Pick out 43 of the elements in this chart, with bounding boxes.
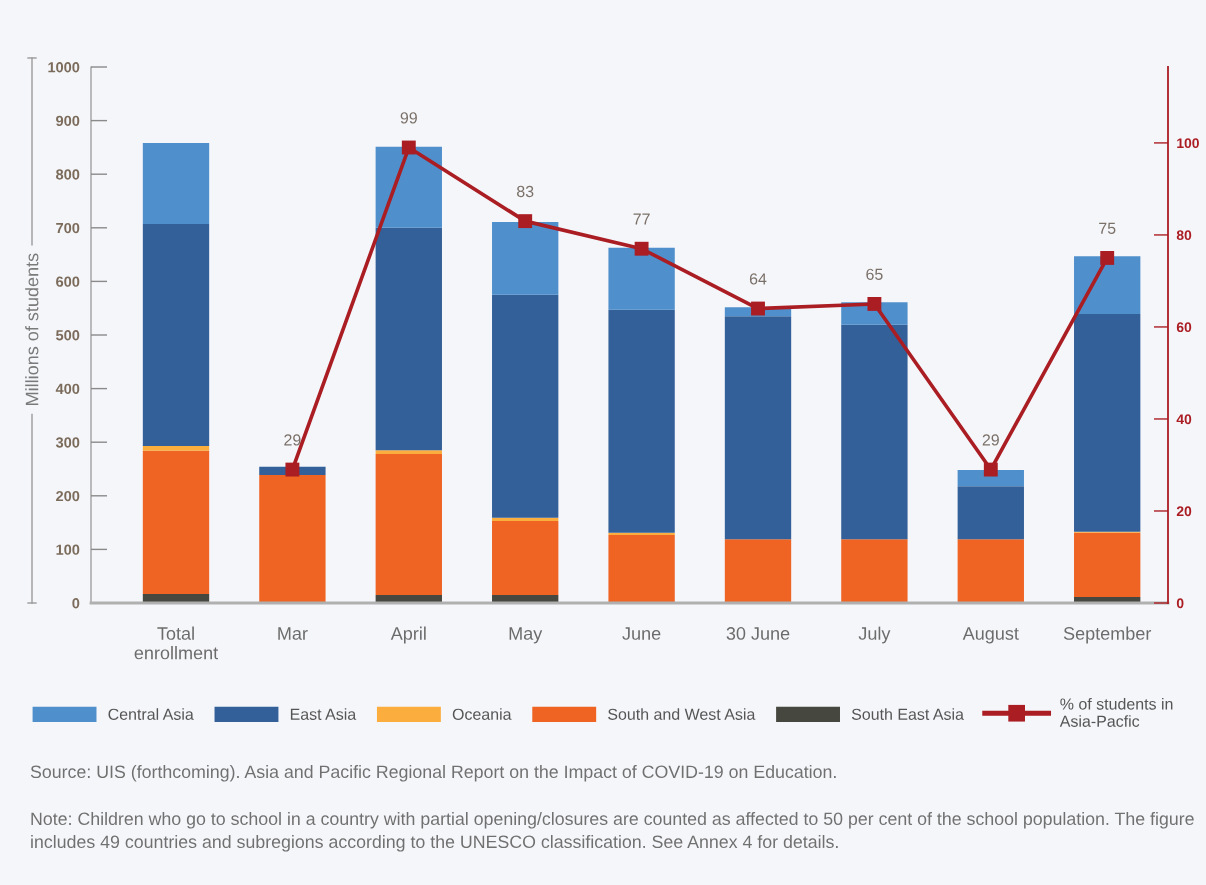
source-note: Source: UIS (forthcoming). Asia and Pacific Regional Report on the Impact of COVID-19 on Education. [30,765,836,782]
legend-label: % of students in Asia-Pacfic [1059,697,1173,727]
y2-tick-label: 100 [1177,138,1199,149]
legend-label: Oceania [452,708,512,720]
y-tick-label: 300 [55,437,80,448]
data-label: 99 [400,112,417,124]
data-label: 65 [866,268,883,280]
legend-label: South and West Asia [608,708,756,720]
y-tick-label: 200 [56,490,80,502]
y-tick-label: 500 [56,330,80,341]
y-tick-label: 800 [56,169,80,180]
y2-tick-label: 80 [1176,230,1192,241]
y2-tick-label: 40 [1176,414,1192,425]
data-label: 75 [1099,222,1116,234]
legend-label: Central Asia [108,708,194,720]
legend-label: South East Asia [851,708,964,720]
y-tick-label: 0 [72,598,80,609]
data-label: 77 [633,213,650,225]
y-tick-label: 400 [55,383,80,395]
data-label: 29 [982,434,999,446]
y2-tick-label: 20 [1176,506,1192,517]
x-tick-label: July [858,626,891,644]
x-tick-label: August [962,627,1019,644]
y-tick-label: 600 [56,276,80,287]
y2-tick-label: 60 [1176,322,1192,333]
x-tick-label: Total enrollment [134,626,219,660]
x-tick-label: May [509,627,543,644]
data-label: 64 [749,273,767,285]
y-tick-label: 900 [56,115,80,127]
y-axis-title: Millions of students [25,253,39,405]
data-label: 29 [284,434,301,446]
x-tick-label: Mar [278,627,308,640]
y-tick-label: 1000 [48,62,80,73]
y-tick-label: 100 [56,544,80,555]
y-tick-label: 700 [56,222,80,234]
text: Note: Children who go to school in a country with partial opening/closures are counted as affected to 50 per cent of the school population. The figure includes 49 countries and subregions according to the UNESCO classification. See Annex 4 for details. [31,812,1194,852]
x-tick-label: April [390,626,426,644]
x-tick-label: 30 June [726,627,790,640]
data-label: 83 [517,185,534,198]
x-tick-label: June [622,627,661,640]
x-tick-label: September [1063,626,1152,644]
legend-label: East Asia [290,708,357,720]
y2-tick-label: 0 [1176,598,1184,609]
